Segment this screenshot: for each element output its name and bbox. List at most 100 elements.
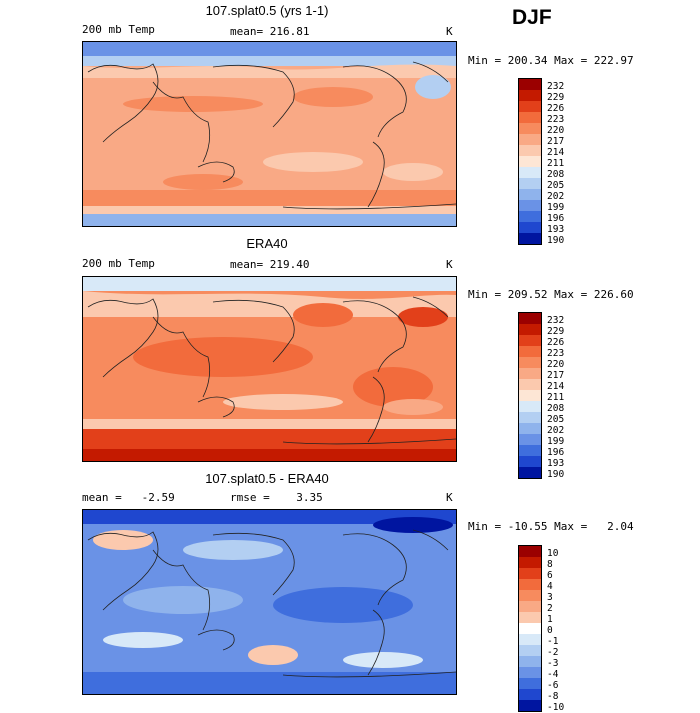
colorbar-cell bbox=[519, 412, 541, 423]
panel-3-map bbox=[82, 509, 457, 695]
colorbar-cell bbox=[519, 200, 541, 211]
colorbar-tick-label: 202 bbox=[547, 425, 565, 436]
colorbar-cell bbox=[519, 557, 541, 568]
colorbar-cell bbox=[519, 346, 541, 357]
colorbar-cell bbox=[519, 434, 541, 445]
panel-2-contour-field bbox=[83, 277, 456, 461]
panel-2-colorbar bbox=[518, 312, 542, 479]
colorbar-tick-label: 229 bbox=[547, 326, 565, 337]
panel-1-units-label: K bbox=[446, 25, 453, 38]
colorbar-tick-label: 196 bbox=[547, 447, 565, 458]
panel-3-title: 107.splat0.5 - ERA40 bbox=[205, 471, 329, 486]
colorbar-tick-label: 0 bbox=[547, 625, 553, 636]
colorbar-tick-label: -1 bbox=[547, 636, 559, 647]
colorbar-tick-label: 202 bbox=[547, 191, 565, 202]
colorbar-tick-label: 199 bbox=[547, 202, 565, 213]
colorbar-cell bbox=[519, 601, 541, 612]
colorbar-cell bbox=[519, 401, 541, 412]
colorbar-cell bbox=[519, 667, 541, 678]
panel-2-variable-label: 200 mb Temp bbox=[82, 257, 155, 270]
colorbar-tick-label: 208 bbox=[547, 403, 565, 414]
panel-1-title: 107.splat0.5 (yrs 1-1) bbox=[205, 3, 329, 18]
colorbar-cell bbox=[519, 390, 541, 401]
colorbar-cell bbox=[519, 156, 541, 167]
colorbar-tick-label: 229 bbox=[547, 92, 565, 103]
panel-3-units-label: K bbox=[446, 491, 453, 504]
colorbar-tick-label: 8 bbox=[547, 559, 553, 570]
colorbar-cell bbox=[519, 656, 541, 667]
colorbar-tick-label: -6 bbox=[547, 680, 559, 691]
panel-1-mean-label: mean= 216.81 bbox=[230, 25, 310, 38]
colorbar-cell bbox=[519, 467, 541, 478]
panel-1-colorbar bbox=[518, 78, 542, 245]
colorbar-cell bbox=[519, 700, 541, 711]
colorbar-cell bbox=[519, 112, 541, 123]
panel-2-minmax: Min = 209.52 Max = 226.60 bbox=[468, 288, 634, 301]
colorbar-tick-label: 211 bbox=[547, 392, 565, 403]
colorbar-tick-label: 190 bbox=[547, 469, 565, 480]
colorbar-tick-label: 6 bbox=[547, 570, 553, 581]
colorbar-cell bbox=[519, 101, 541, 112]
panel-2-colorbar-labels: 232 229 226 223 220 217 214 211 208 205 202 199 196 1… bbox=[547, 315, 564, 480]
panel-3-rmse-label: rmse = 3.35 bbox=[230, 491, 323, 504]
colorbar-cell bbox=[519, 379, 541, 390]
colorbar-cell bbox=[519, 623, 541, 634]
colorbar-tick-label: 2 bbox=[547, 603, 553, 614]
colorbar-cell bbox=[519, 167, 541, 178]
panel-1-map bbox=[82, 41, 457, 227]
season-label: DJF bbox=[512, 6, 552, 29]
panel-3-minmax: Min = -10.55 Max = 2.04 bbox=[468, 520, 634, 533]
colorbar-cell bbox=[519, 222, 541, 233]
colorbar-cell bbox=[519, 456, 541, 467]
panel-1-contour-field bbox=[83, 42, 456, 226]
colorbar-tick-label: 214 bbox=[547, 381, 565, 392]
colorbar-cell bbox=[519, 134, 541, 145]
colorbar-tick-label: 205 bbox=[547, 414, 565, 425]
colorbar-tick-label: -10 bbox=[547, 702, 565, 713]
colorbar-cell bbox=[519, 579, 541, 590]
panel-2-map bbox=[82, 276, 457, 462]
colorbar-cell bbox=[519, 634, 541, 645]
colorbar-tick-label: 4 bbox=[547, 581, 553, 592]
colorbar-tick-label: 193 bbox=[547, 458, 565, 469]
colorbar-cell bbox=[519, 233, 541, 244]
colorbar-cell bbox=[519, 645, 541, 656]
panel-2-units-label: K bbox=[446, 258, 453, 271]
colorbar-tick-label: 232 bbox=[547, 81, 565, 92]
panel-3-colorbar-labels: 10 8 6 4 3 2 1 0 -1 -2 -3 -4 -6 -8 -10 bbox=[547, 548, 564, 713]
colorbar-tick-label: 205 bbox=[547, 180, 565, 191]
colorbar-tick-label: 220 bbox=[547, 125, 565, 136]
panel-1-colorbar-labels: 232 229 226 223 220 217 214 211 208 205 202 199 196 1… bbox=[547, 81, 564, 246]
colorbar-tick-label: 217 bbox=[547, 370, 565, 381]
colorbar-tick-label: 223 bbox=[547, 348, 565, 359]
colorbar-cell bbox=[519, 546, 541, 557]
colorbar-tick-label: -3 bbox=[547, 658, 559, 669]
colorbar-tick-label: 3 bbox=[547, 592, 553, 603]
panel-3-mean-label: mean = -2.59 bbox=[82, 491, 175, 504]
colorbar-cell bbox=[519, 590, 541, 601]
panel-3-colorbar bbox=[518, 545, 542, 712]
colorbar-cell bbox=[519, 568, 541, 579]
panel-3-contour-field bbox=[83, 510, 456, 694]
colorbar-tick-label: 199 bbox=[547, 436, 565, 447]
colorbar-cell bbox=[519, 145, 541, 156]
colorbar-tick-label: 217 bbox=[547, 136, 565, 147]
colorbar-cell bbox=[519, 368, 541, 379]
colorbar-tick-label: 193 bbox=[547, 224, 565, 235]
colorbar-cell bbox=[519, 612, 541, 623]
colorbar-cell bbox=[519, 123, 541, 134]
colorbar-tick-label: 223 bbox=[547, 114, 565, 125]
colorbar-tick-label: 190 bbox=[547, 235, 565, 246]
colorbar-tick-label: 214 bbox=[547, 147, 565, 158]
colorbar-cell bbox=[519, 324, 541, 335]
colorbar-tick-label: 211 bbox=[547, 158, 565, 169]
colorbar-cell bbox=[519, 357, 541, 368]
colorbar-tick-label: -4 bbox=[547, 669, 559, 680]
colorbar-cell bbox=[519, 445, 541, 456]
panel-1-minmax: Min = 200.34 Max = 222.97 bbox=[468, 54, 634, 67]
colorbar-tick-label: 10 bbox=[547, 548, 559, 559]
colorbar-cell bbox=[519, 79, 541, 90]
panel-2-title: ERA40 bbox=[246, 236, 288, 251]
colorbar-tick-label: -2 bbox=[547, 647, 559, 658]
colorbar-cell bbox=[519, 189, 541, 200]
